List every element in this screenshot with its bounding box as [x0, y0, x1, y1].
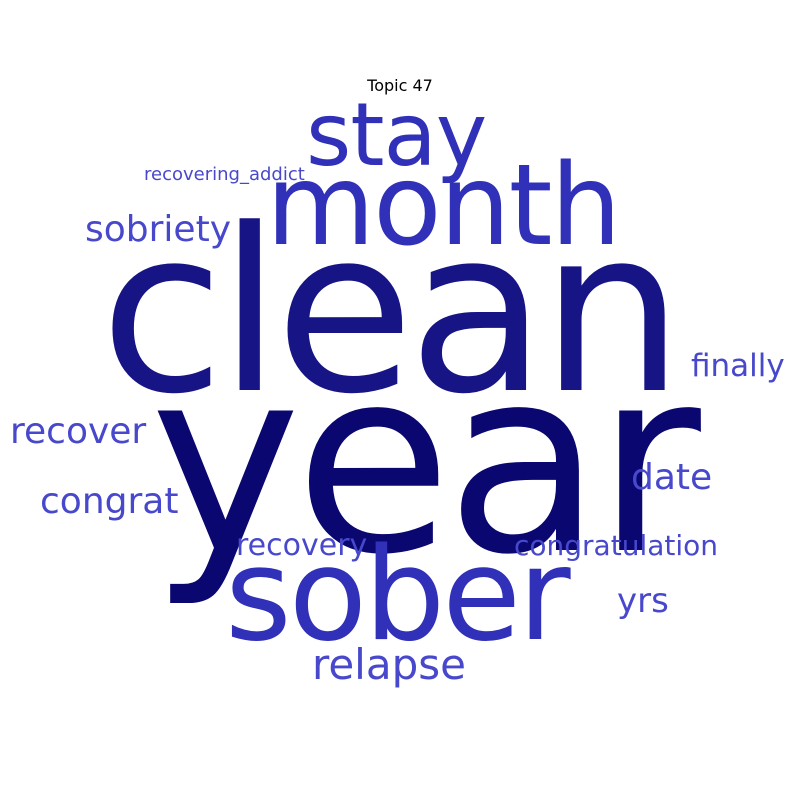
word-finally: finally — [691, 348, 785, 384]
word-congratulation: congratulation — [514, 529, 719, 562]
word-date: date — [631, 457, 713, 498]
word-sober: sober — [225, 521, 571, 670]
chart-title: Topic 47 — [367, 76, 433, 95]
word-recovery: recovery — [236, 528, 368, 563]
word-congrat: congrat — [40, 481, 179, 522]
word-stay: stay — [306, 84, 487, 186]
word-month: month — [266, 141, 622, 271]
word-recovering-addict: recovering_addict — [144, 164, 305, 185]
word-recover: recover — [10, 411, 147, 452]
word-year: year — [150, 314, 701, 611]
word-relapse: relapse — [312, 640, 466, 689]
word-yrs: yrs — [617, 581, 669, 621]
word-sobriety: sobriety — [85, 209, 232, 250]
word-clean: clean — [100, 181, 684, 444]
